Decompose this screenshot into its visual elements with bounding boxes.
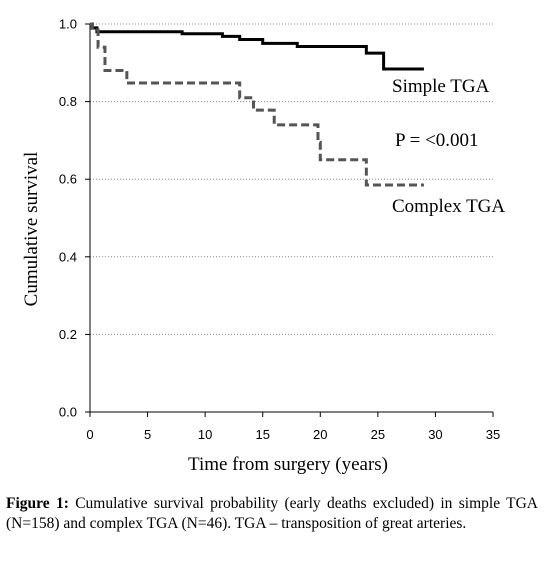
gridlines bbox=[90, 23, 493, 335]
y-tick-label: 0.4 bbox=[59, 249, 77, 264]
x-tick-label: 20 bbox=[313, 427, 327, 442]
legend-complex-label: Complex TGA bbox=[392, 196, 505, 217]
y-tick-label: 0.2 bbox=[59, 327, 77, 342]
x-tick-label: 5 bbox=[144, 427, 151, 442]
survival-chart: 0.0 0.2 0.4 0.6 0.8 1.0 0 5 10 15 20 25 30 35 Simple… bbox=[21, 17, 505, 476]
figure-caption: Figure 1: Cumulative survival probabilit… bbox=[6, 494, 538, 534]
y-tick-label: 1.0 bbox=[59, 17, 77, 32]
x-tick-label: 15 bbox=[255, 427, 269, 442]
caption-text: Cumulative survival probability (early d… bbox=[6, 495, 538, 532]
simple-tga-line bbox=[90, 22, 424, 71]
legend-simple-label: Simple TGA bbox=[392, 76, 490, 97]
x-tick-label: 10 bbox=[198, 427, 212, 442]
x-tick-label: 0 bbox=[86, 427, 93, 442]
series-lines bbox=[90, 22, 424, 187]
p-value-annotation: P = <0.001 bbox=[395, 130, 479, 151]
complex-tga-line bbox=[90, 22, 424, 187]
y-tick-label: 0.8 bbox=[59, 94, 77, 109]
y-axis-label: Cumulative survival bbox=[21, 152, 42, 307]
x-ticks: 0 5 10 15 20 25 30 35 bbox=[86, 412, 500, 442]
y-tick-label: 0.0 bbox=[59, 405, 77, 420]
caption-label: Figure 1: bbox=[6, 495, 69, 512]
x-tick-label: 35 bbox=[486, 427, 500, 442]
y-tick-label: 0.6 bbox=[59, 172, 77, 187]
x-tick-label: 25 bbox=[371, 427, 385, 442]
x-axis-label: Time from surgery (years) bbox=[188, 454, 388, 475]
y-ticks: 0.0 0.2 0.4 0.6 0.8 1.0 bbox=[59, 17, 90, 420]
x-tick-label: 30 bbox=[428, 427, 442, 442]
